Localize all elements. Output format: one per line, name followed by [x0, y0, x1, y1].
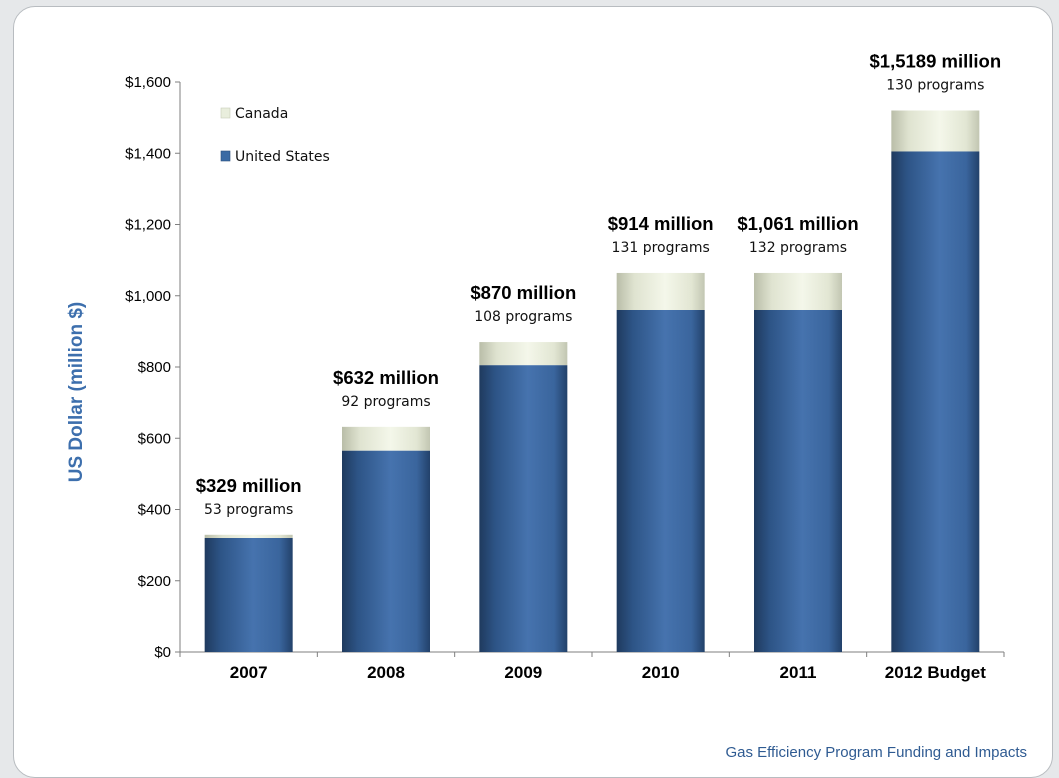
program-count-label: 92 programs [341, 394, 430, 410]
program-count-label: 130 programs [886, 78, 984, 94]
y-tick-label: $1,200 [125, 217, 171, 234]
axes: $0 $200 $400 $600 $800 $1,000 $1,200 $1,400 $1,6… [125, 74, 1005, 682]
bar-canada-2010 [616, 272, 705, 310]
bar-canada-2012-budget [891, 110, 980, 152]
x-tick-label: 2010 [642, 663, 680, 682]
bar-us-2007 [204, 538, 293, 652]
program-count-label: 53 programs [204, 502, 293, 518]
total-value-label: $914 million [608, 213, 714, 234]
x-tick-label: 2007 [230, 663, 268, 682]
legend-swatch [220, 107, 231, 119]
y-tick-label: $1,000 [125, 288, 171, 305]
y-tick-label: $400 [138, 502, 171, 519]
total-value-label: $870 million [470, 282, 576, 303]
footer-caption: Gas Efficiency Program Funding and Impac… [725, 744, 1027, 761]
bar-us-2011 [754, 310, 842, 652]
legend-swatch [220, 150, 231, 162]
legend-label: United States [235, 149, 330, 165]
legend-label: Canada [235, 106, 288, 122]
program-count-label: 131 programs [612, 240, 710, 256]
total-value-label: $632 million [333, 367, 439, 388]
data-labels: $329 million 53 programs $632 million 92 pr… [196, 51, 1001, 518]
x-tick-label: 2012 Budget [885, 663, 986, 682]
bar-canada-2011 [754, 272, 842, 310]
bar-us-2009 [479, 365, 568, 652]
x-tick-label: 2008 [367, 663, 405, 682]
x-tick-label: 2011 [780, 663, 817, 682]
y-tick-label: $600 [138, 430, 171, 447]
legend: Canada United States [220, 106, 330, 165]
program-count-label: 108 programs [474, 309, 572, 325]
bar-canada-2007 [204, 534, 293, 538]
slide-panel: $0 $200 $400 $600 $800 $1,000 $1,200 $1,400 $1,6… [13, 6, 1053, 778]
x-tick-label: 2009 [504, 663, 542, 682]
total-value-label: $329 million [196, 475, 302, 496]
bar-canada-2008 [342, 426, 430, 451]
y-axis-title: US Dollar (million $) [66, 302, 87, 483]
program-count-label: 132 programs [749, 240, 847, 256]
bar-us-2008 [342, 450, 430, 652]
y-tick-label: $1,400 [125, 145, 171, 162]
total-value-label: $1,5189 million [870, 51, 1002, 72]
bar-us-2010 [616, 310, 705, 652]
y-tick-label: $1,600 [125, 74, 171, 91]
y-tick-label: $0 [154, 644, 171, 661]
bar-canada-2009 [479, 342, 568, 366]
bars [204, 110, 980, 652]
stacked-bar-chart: $0 $200 $400 $600 $800 $1,000 $1,200 $1,400 $1,6… [66, 51, 1005, 682]
y-tick-label: $200 [138, 573, 171, 590]
total-value-label: $1,061 million [737, 213, 858, 234]
bar-us-2012-budget [891, 151, 980, 652]
y-tick-label: $800 [138, 359, 171, 376]
